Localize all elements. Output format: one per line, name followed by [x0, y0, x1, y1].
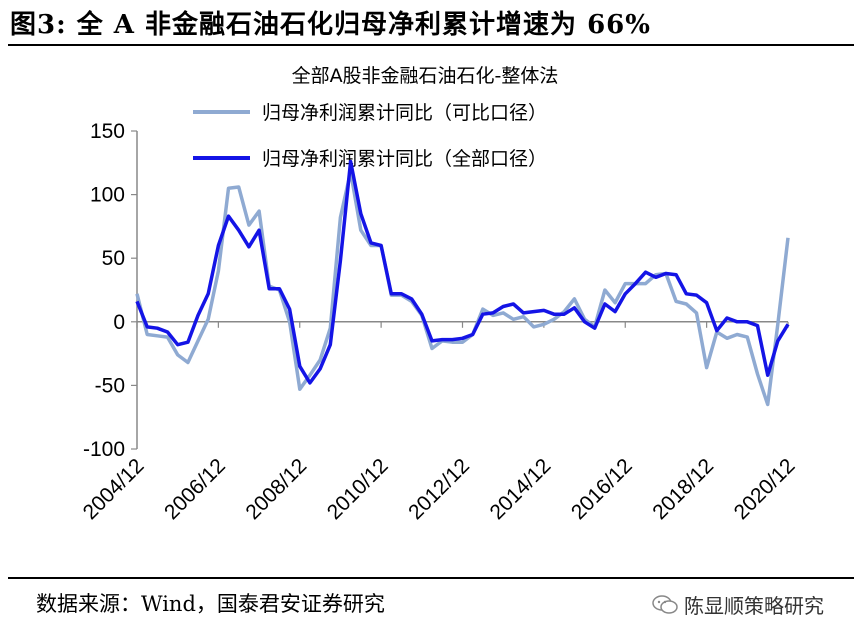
series-line-2 — [135, 159, 790, 385]
wechat-icon — [652, 594, 678, 614]
x-tick-label: 2010/12 — [323, 454, 393, 524]
source-rule — [8, 577, 854, 579]
legend-label-1: 归母净利润累计同比（可比口径） — [262, 102, 547, 124]
y-tick-label: -50 — [95, 374, 125, 397]
watermark-text: 陈显顺策略研究 — [684, 594, 824, 618]
figure-title: 图3: 全 A 非金融石油石化归母净利累计增速为 66% — [10, 10, 651, 40]
series-line-1 — [135, 169, 790, 407]
line-chart: 全部A股非金融石油石化-整体法 归母净利润累计同比（可比口径）归母净利润累计同比… — [79, 65, 800, 524]
x-tick-label: 2006/12 — [160, 454, 230, 524]
x-tick-label: 2004/12 — [79, 454, 149, 524]
title-rule — [8, 44, 854, 46]
chart-title: 全部A股非金融石油石化-整体法 — [292, 65, 559, 87]
x-tick-label: 2018/12 — [648, 454, 718, 524]
y-tick-label: -100 — [83, 438, 125, 461]
y-tick-label: 150 — [90, 120, 125, 143]
y-tick-label: 50 — [102, 247, 125, 270]
x-tick-label: 2020/12 — [730, 454, 800, 524]
series-lines — [135, 159, 790, 407]
x-tick-label: 2012/12 — [404, 454, 474, 524]
y-tick-label: 100 — [90, 184, 125, 207]
y-axis: 150 100 50 0 -50 -100 — [83, 120, 138, 461]
x-tick-label: 2016/12 — [567, 454, 637, 524]
x-axis: 2004/12 2006/12 2008/12 2010/12 2012/12 2014/… — [79, 321, 800, 524]
legend: 归母净利润累计同比（可比口径） 归母净利润累计同比（全部口径） — [193, 102, 547, 170]
source-note: 数据来源：Wind，国泰君安证券研究 — [36, 592, 385, 616]
watermark: 陈显顺策略研究 — [652, 590, 824, 619]
legend-label-2: 归母净利润累计同比（全部口径） — [262, 148, 547, 170]
x-tick-label: 2014/12 — [485, 454, 555, 524]
y-tick-label: 0 — [113, 311, 125, 334]
x-tick-label: 2008/12 — [241, 454, 311, 524]
